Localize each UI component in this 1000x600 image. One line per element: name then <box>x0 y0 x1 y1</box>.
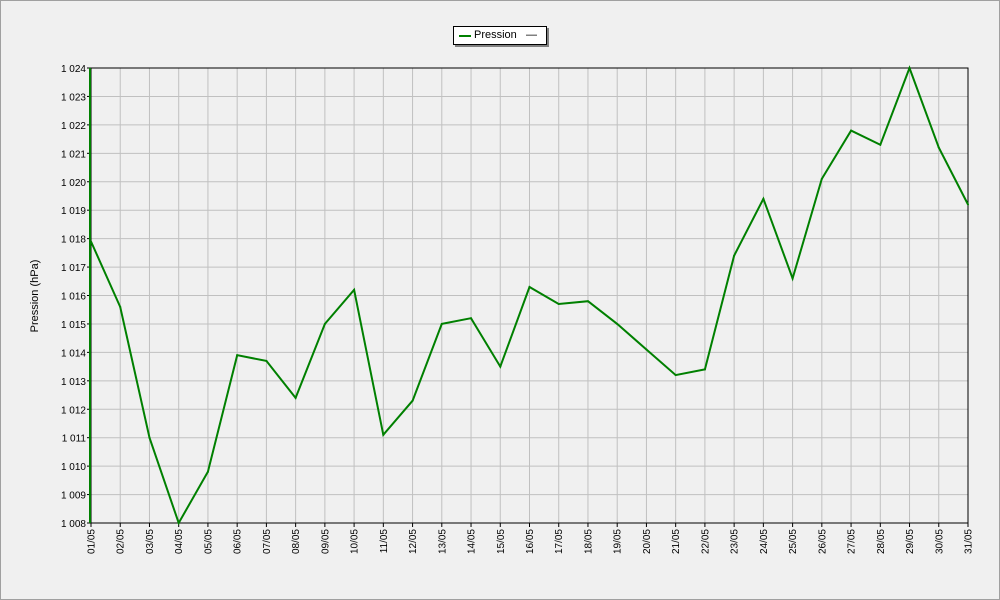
x-tick-label: 08/05 <box>291 529 302 554</box>
data-point <box>791 277 794 280</box>
data-point <box>353 288 356 291</box>
legend: Pression — <box>453 26 547 45</box>
y-tick-label: 1 010 <box>61 462 86 473</box>
legend-swatch <box>459 35 471 37</box>
x-tick-label: 12/05 <box>408 529 419 554</box>
data-point <box>206 470 209 473</box>
x-tick-label: 25/05 <box>788 529 799 554</box>
data-point <box>148 436 151 439</box>
x-tick-label: 24/05 <box>759 529 770 554</box>
y-tick-label: 1 022 <box>61 121 86 132</box>
data-point <box>908 67 911 69</box>
data-point <box>762 197 765 200</box>
data-point <box>850 129 853 132</box>
x-tick-label: 06/05 <box>233 529 244 554</box>
data-point <box>236 354 239 357</box>
x-tick-label: 21/05 <box>671 529 682 554</box>
x-tick-label: 29/05 <box>905 529 916 554</box>
data-point <box>90 240 92 243</box>
y-tick-label: 1 016 <box>61 292 86 303</box>
x-tick-label: 02/05 <box>116 529 127 554</box>
data-point <box>586 300 589 303</box>
x-tick-label: 18/05 <box>583 529 594 554</box>
data-point <box>411 399 414 402</box>
y-tick-label: 1 008 <box>61 519 86 530</box>
data-point <box>119 305 122 308</box>
x-tick-label: 23/05 <box>730 529 741 554</box>
legend-label: Pression <box>474 29 517 41</box>
x-tick-label: 26/05 <box>817 529 828 554</box>
data-point <box>733 254 736 257</box>
x-tick-labels: 01/05 02/05 03/05 04/05 05/05 06/05 07/05 08/05… <box>87 529 975 554</box>
y-tick-label: 1 014 <box>61 348 86 359</box>
data-point <box>323 322 326 325</box>
data-point <box>967 203 969 206</box>
x-tick-label: 05/05 <box>203 529 214 554</box>
x-tick-label: 31/05 <box>964 529 975 554</box>
y-tick-label: 1 013 <box>61 377 86 388</box>
data-point <box>557 303 560 306</box>
x-tick-label: 16/05 <box>525 529 536 554</box>
y-tick-label: 1 011 <box>62 434 87 445</box>
x-tick-label: 03/05 <box>145 529 156 554</box>
data-point <box>440 322 443 325</box>
data-point <box>937 146 940 149</box>
data-point <box>820 177 823 180</box>
x-tick-label: 07/05 <box>262 529 273 554</box>
y-axis-title: Pression (hPa) <box>29 260 41 333</box>
data-point <box>528 285 531 288</box>
y-tick-label: 1 023 <box>61 92 86 103</box>
data-point <box>499 365 502 368</box>
y-tick-label: 1 009 <box>61 491 86 502</box>
y-tick-label: 1 019 <box>61 206 86 217</box>
y-tick-label: 1 018 <box>61 235 86 246</box>
data-point <box>177 522 180 524</box>
x-tick-label: 22/05 <box>700 529 711 554</box>
y-tick-label: 1 015 <box>61 320 86 331</box>
x-tick-label: 09/05 <box>320 529 331 554</box>
x-tick-label: 11/05 <box>379 529 390 554</box>
x-tick-label: 01/05 <box>87 529 98 554</box>
y-tick-label: 1 012 <box>61 405 86 416</box>
x-tick-label: 19/05 <box>613 529 624 554</box>
series-points <box>90 67 969 524</box>
data-point <box>294 396 297 399</box>
x-tick-label: 20/05 <box>642 529 653 554</box>
data-point <box>879 143 882 146</box>
y-tick-labels: 1 008 1 009 1 010 1 011 1 012 1 013 1 014 1 015… <box>61 64 86 530</box>
x-tick-label: 28/05 <box>876 529 887 554</box>
legend-marker: — <box>526 29 537 41</box>
x-tick-label: 30/05 <box>934 529 945 554</box>
x-tick-label: 10/05 <box>350 529 361 554</box>
x-tick-label: 15/05 <box>496 529 507 554</box>
x-tick-label: 13/05 <box>437 529 448 554</box>
y-tick-label: 1 021 <box>61 149 86 160</box>
x-tick-label: 14/05 <box>467 529 478 554</box>
data-point <box>645 348 648 351</box>
data-point <box>674 374 677 377</box>
x-tick-label: 17/05 <box>554 529 565 554</box>
x-tick-label: 04/05 <box>174 529 185 554</box>
data-point <box>616 322 619 325</box>
data-point <box>703 368 706 371</box>
y-tick-label: 1 024 <box>61 64 86 75</box>
data-point <box>265 359 268 362</box>
y-tick-label: 1 020 <box>61 178 86 189</box>
y-tick-label: 1 017 <box>61 263 86 274</box>
x-tick-label: 27/05 <box>847 529 858 554</box>
data-point <box>382 433 385 436</box>
data-point <box>470 317 473 320</box>
